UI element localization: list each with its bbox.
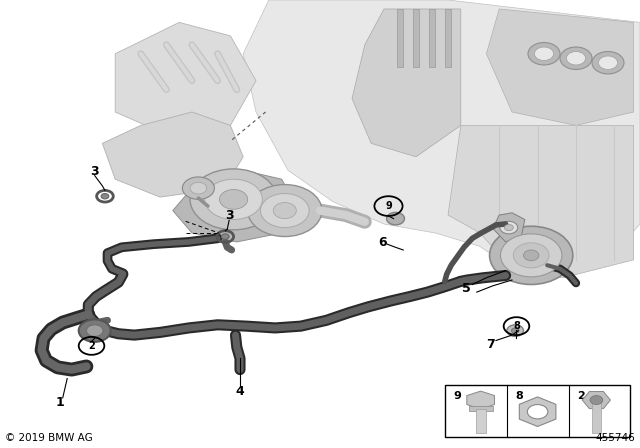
Circle shape <box>598 56 618 69</box>
Circle shape <box>528 43 560 65</box>
Text: 6: 6 <box>378 236 387 250</box>
Circle shape <box>190 169 277 230</box>
Circle shape <box>527 405 548 419</box>
Polygon shape <box>243 0 640 278</box>
Polygon shape <box>486 9 634 125</box>
Polygon shape <box>582 392 611 409</box>
Circle shape <box>590 396 603 405</box>
Polygon shape <box>115 22 256 134</box>
Circle shape <box>182 177 214 199</box>
Circle shape <box>592 52 624 74</box>
Circle shape <box>273 202 296 219</box>
FancyBboxPatch shape <box>468 406 493 411</box>
Circle shape <box>513 243 549 268</box>
Text: 4: 4 <box>236 384 244 398</box>
FancyBboxPatch shape <box>592 401 601 433</box>
Text: 2: 2 <box>88 341 95 351</box>
Text: 7: 7 <box>486 338 495 352</box>
Polygon shape <box>102 112 243 197</box>
Text: 9: 9 <box>385 201 392 211</box>
Circle shape <box>504 224 513 231</box>
Polygon shape <box>445 9 451 67</box>
Circle shape <box>190 182 207 194</box>
Circle shape <box>387 212 404 225</box>
FancyBboxPatch shape <box>476 409 486 433</box>
Polygon shape <box>173 170 294 242</box>
Text: 9: 9 <box>453 391 461 401</box>
Circle shape <box>560 47 592 69</box>
Circle shape <box>79 319 111 342</box>
Circle shape <box>507 325 524 336</box>
Circle shape <box>524 250 539 261</box>
FancyBboxPatch shape <box>445 385 630 437</box>
Text: 8: 8 <box>515 391 523 401</box>
Polygon shape <box>467 391 495 409</box>
Text: 455746: 455746 <box>595 433 635 443</box>
Text: 5: 5 <box>461 282 470 296</box>
Circle shape <box>86 325 103 336</box>
Circle shape <box>221 234 229 239</box>
Circle shape <box>500 234 562 277</box>
Polygon shape <box>448 125 634 278</box>
Text: 8: 8 <box>513 321 520 331</box>
Text: 3: 3 <box>225 208 234 222</box>
Circle shape <box>101 194 109 199</box>
Text: 3: 3 <box>90 164 99 178</box>
Polygon shape <box>493 213 525 242</box>
Circle shape <box>534 47 554 60</box>
Text: © 2019 BMW AG: © 2019 BMW AG <box>5 433 93 443</box>
Circle shape <box>248 185 322 237</box>
Circle shape <box>205 179 262 220</box>
Polygon shape <box>352 9 461 157</box>
Circle shape <box>511 328 519 333</box>
Polygon shape <box>429 9 435 67</box>
Polygon shape <box>397 9 403 67</box>
Circle shape <box>490 226 573 284</box>
Circle shape <box>500 221 518 234</box>
Circle shape <box>566 52 586 65</box>
Polygon shape <box>519 397 556 426</box>
Polygon shape <box>413 9 419 67</box>
Text: 2: 2 <box>577 391 585 401</box>
Text: 1: 1 <box>55 396 64 409</box>
Circle shape <box>220 190 248 209</box>
Circle shape <box>260 194 309 228</box>
